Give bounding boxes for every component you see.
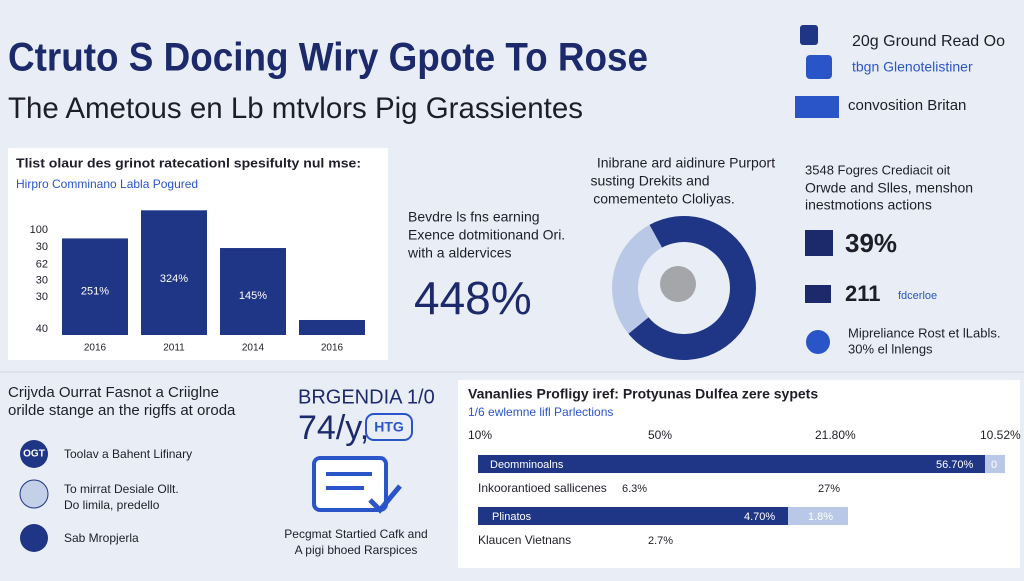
text-line: inestmotions actions — [805, 197, 932, 213]
y-tick-label: 30 — [36, 291, 48, 303]
item: Toolav a Bahent Lifinary — [64, 447, 192, 461]
check-icon — [368, 484, 402, 514]
icon — [20, 524, 48, 552]
x-tick-label: 2011 — [163, 343, 185, 354]
donut-center-art — [660, 266, 696, 302]
row-cell: 56.70% — [936, 459, 974, 471]
icon — [805, 285, 831, 303]
axis-label: 10% — [468, 428, 492, 442]
y-tick-label: 30 — [36, 241, 48, 253]
row-bar — [478, 507, 788, 525]
badge-text: HTG — [374, 419, 404, 435]
row-cell: 27% — [818, 483, 840, 495]
row-bar — [985, 455, 1005, 473]
document-icon — [312, 456, 388, 512]
bar-label: 251% — [81, 285, 109, 297]
big-number: 448% — [414, 272, 532, 324]
donut-slice — [612, 224, 662, 334]
y-tick-label: 62 — [36, 258, 48, 270]
bar — [220, 248, 286, 335]
stat: 39% — [845, 228, 897, 258]
text-line: Exence dotmitionand Ori. — [408, 227, 565, 243]
row-label: Plinatos — [492, 511, 532, 523]
donut-slice — [628, 216, 756, 360]
stat: 211 — [845, 281, 881, 306]
panel-subtitle: Hirpro Comminano Labla Pogured — [16, 177, 198, 191]
icon — [806, 330, 830, 354]
icon — [800, 25, 818, 45]
heading: Crijvda Ourrat Fasnot a Criiglne — [8, 384, 219, 401]
donut-chart — [612, 216, 756, 360]
panel-title: Vananlies Profligy iref: Protyunas Dulfe… — [468, 386, 818, 402]
text-line: 3548 Fogres Crediacit oit — [805, 162, 951, 177]
axis-label: 10.52% — [980, 428, 1021, 442]
text-line: Inibrane ard aidinure Purport — [597, 155, 775, 171]
axis-label: 50% — [648, 428, 672, 442]
text-line: Bevdre ls fns earning — [408, 209, 540, 225]
row-bar — [788, 507, 848, 525]
x-tick-label: 2016 — [321, 343, 344, 354]
big-text: 74/y, — [298, 409, 369, 447]
panel — [458, 380, 1020, 568]
item: To mirrat Desiale Ollt. — [64, 482, 179, 496]
text-line: susting Drekits and — [590, 173, 709, 189]
item: Sab Mropjerla — [64, 531, 139, 545]
row-cell: 6.3% — [622, 483, 647, 495]
bar — [299, 319, 365, 335]
y-tick-label: 30 — [36, 275, 48, 287]
badge — [365, 413, 413, 441]
row-label: Deomminoalns — [490, 459, 564, 471]
bar — [141, 210, 207, 335]
text-line: 30% el lnlengs — [848, 341, 933, 356]
bar — [62, 238, 128, 335]
text-line: comementeto Cloliyas. — [593, 191, 735, 207]
heading: BRGENDIA 1/0 — [298, 386, 435, 408]
item: Do limila, predello — [64, 498, 160, 512]
row-label: Klaucen Vietnans — [478, 533, 571, 547]
icon — [806, 55, 832, 79]
panel-title: Tlist olaur des grinot ratecationl spesi… — [16, 155, 361, 170]
y-tick-label: 40 — [36, 323, 48, 335]
bar-chart: 100 30 62 30 30 40 2016 251% 2011 324% 2014 145% 201… — [30, 210, 365, 354]
axis-label: 21.80% — [815, 428, 856, 442]
bar-label: 145% — [239, 290, 267, 302]
icon — [795, 96, 839, 118]
header-item: tbgn Glenotelistiner — [852, 59, 973, 75]
text-line: Pecgmat Startied Cafk and — [284, 527, 427, 541]
x-tick-label: 2016 — [84, 343, 107, 354]
row-cell: 0 — [991, 459, 997, 471]
stat-note: fdcerloe — [898, 290, 937, 302]
text-line: Orwde and Slles, menshon — [805, 180, 973, 196]
text-line: A pigi bhoed Rarspices — [295, 543, 418, 557]
icon-label: OGT — [23, 449, 45, 460]
row-label: Inkoorantioed sallicenes — [478, 481, 607, 495]
icon — [805, 230, 833, 256]
row-cell: 2.7% — [648, 535, 673, 547]
icon — [20, 440, 48, 468]
header-item: 20g Ground Read Oo — [852, 33, 1005, 50]
bar-label: 324% — [160, 273, 188, 285]
row-cell: 4.70% — [744, 511, 775, 523]
x-tick-label: 2014 — [242, 343, 265, 354]
heading: orilde stange an the rigffs at oroda — [8, 402, 236, 419]
text-line: Mipreliance Rost et lLabls. — [848, 325, 1000, 340]
subtitle: The Ametous en Lb mtvlors Pig Grassiente… — [8, 92, 583, 125]
header-item: convosition Britan — [848, 97, 966, 114]
text-line: with a aldervices — [407, 245, 512, 261]
title: Ctruto S Docing Wiry Gpote To Rose — [8, 36, 648, 80]
icon — [19, 479, 49, 509]
row-cell: 1.8% — [808, 511, 833, 523]
y-tick-label: 100 — [30, 224, 48, 236]
row-bar — [478, 455, 985, 473]
panel-subtitle: 1/6 ewlemne lifl Parlections — [468, 405, 613, 419]
